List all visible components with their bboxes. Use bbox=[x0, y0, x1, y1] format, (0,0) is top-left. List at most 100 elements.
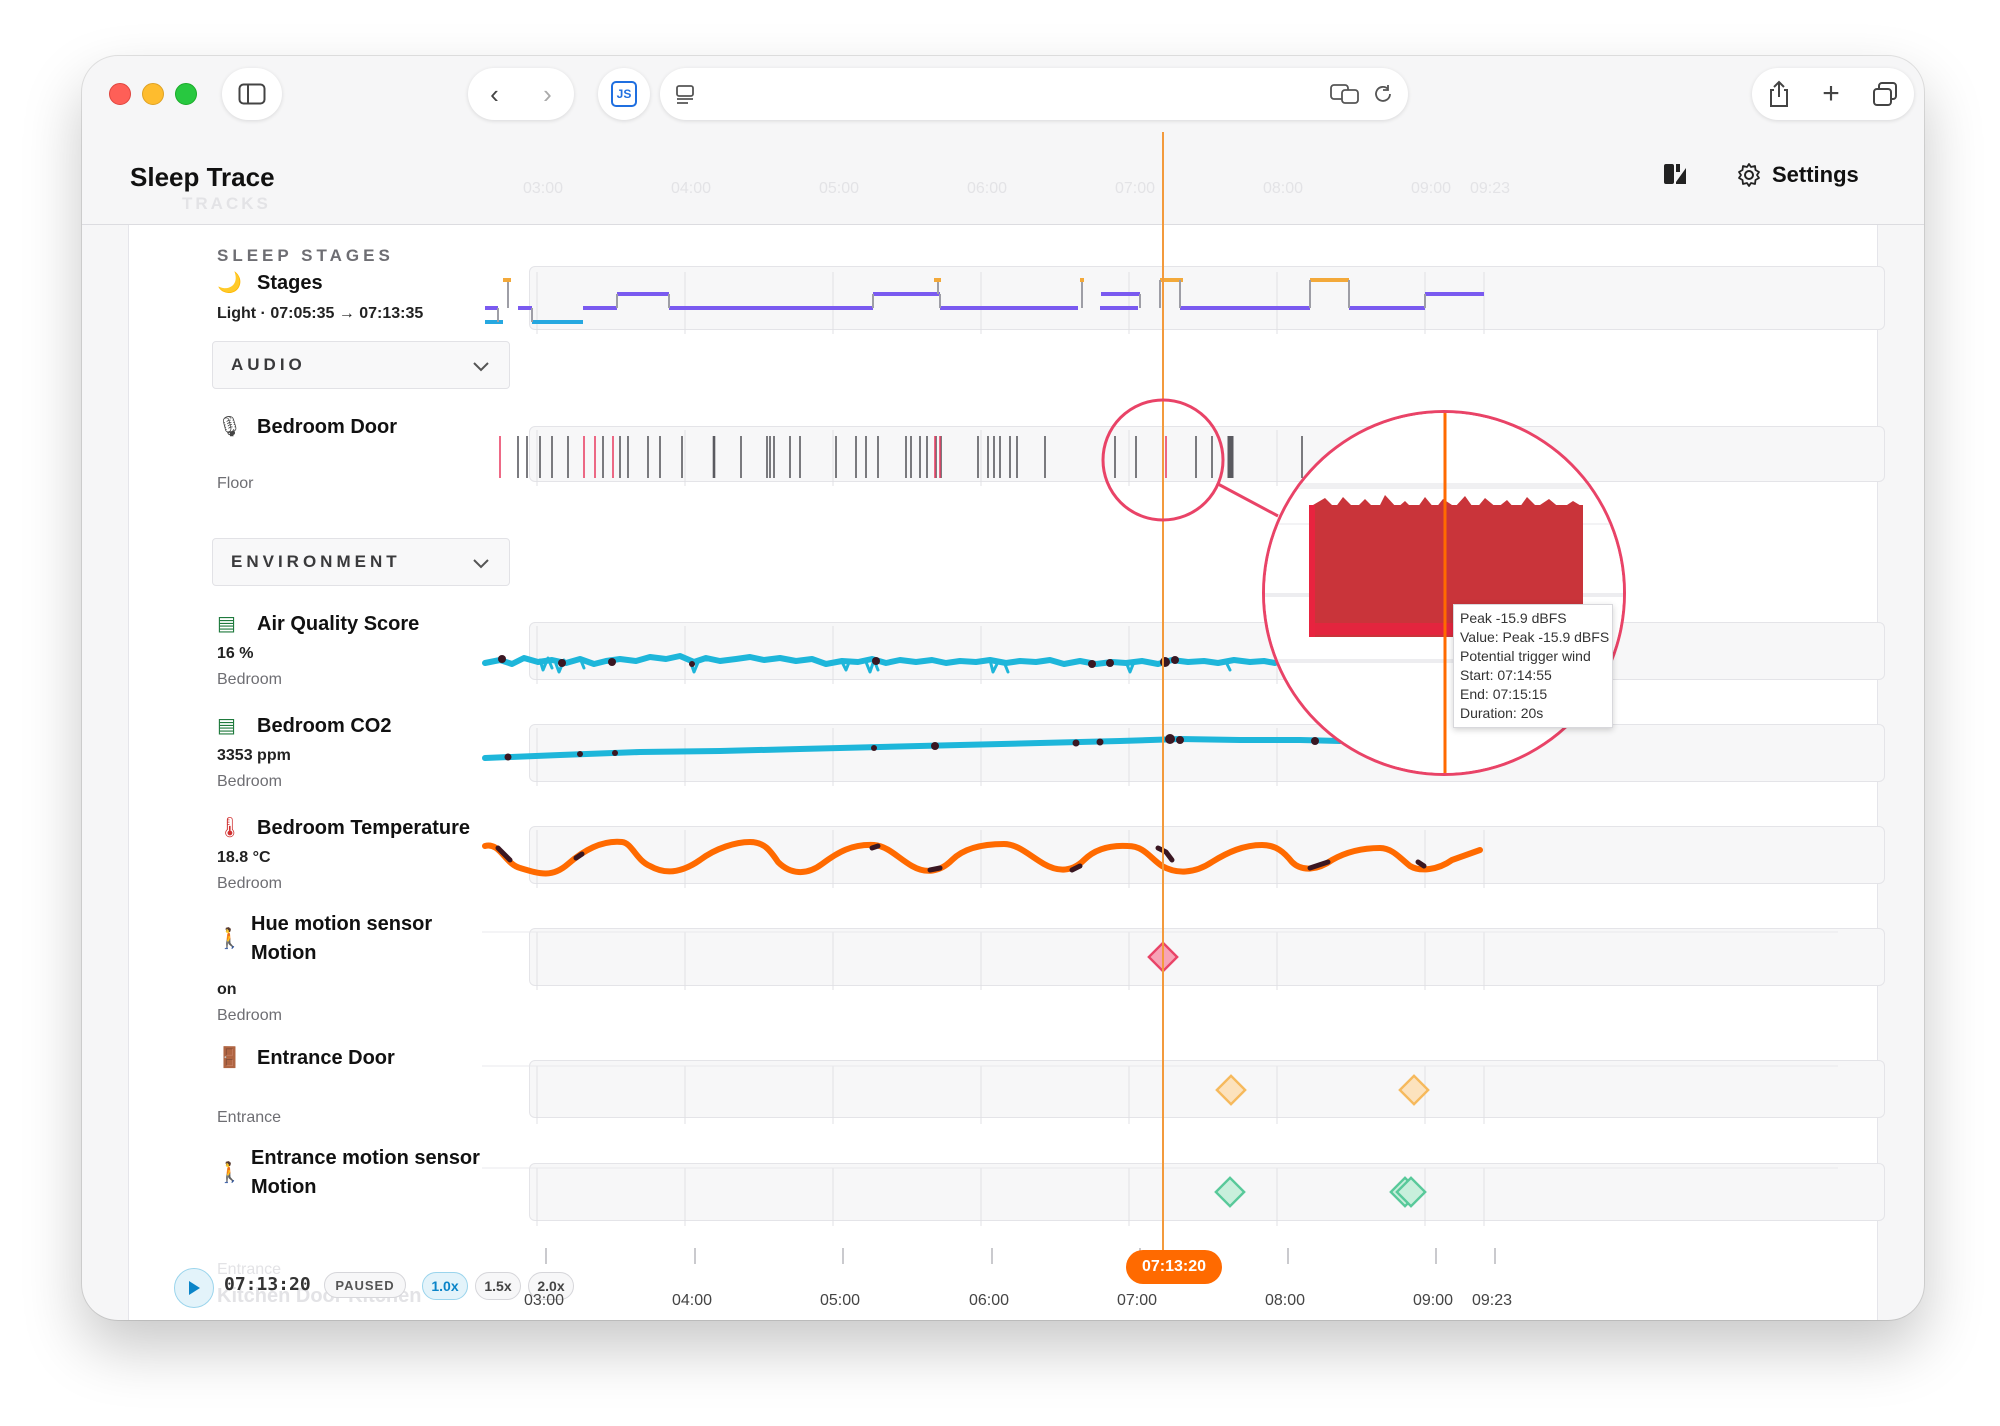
track-co2-sub: Bedroom bbox=[217, 773, 282, 790]
reader-icon[interactable] bbox=[674, 83, 696, 105]
track-bedroom-door-sub: Floor bbox=[217, 475, 254, 492]
chevron-down-icon bbox=[473, 362, 489, 372]
track-temperature-value: 18.8 °C bbox=[217, 849, 271, 866]
header-divider bbox=[82, 224, 1924, 225]
section-environment-label: ENVIRONMENT bbox=[231, 552, 401, 571]
track-air-quality-value: 16 % bbox=[217, 645, 254, 662]
lane-temperature[interactable] bbox=[529, 826, 1885, 884]
track-temperature-sub: Bedroom bbox=[217, 875, 282, 892]
settings-button[interactable]: Settings bbox=[1736, 162, 1859, 188]
playback-state-badge: PAUSED bbox=[324, 1272, 406, 1298]
track-entrance-door-name: Entrance Door bbox=[257, 1047, 395, 1069]
lane-bedroom-door[interactable] bbox=[529, 426, 1885, 482]
lane-air-quality[interactable] bbox=[529, 622, 1885, 680]
moon-icon: 🌙 bbox=[217, 272, 242, 294]
walking-person-icon: 🚶 bbox=[217, 1162, 242, 1184]
chevron-down-icon bbox=[473, 559, 489, 569]
speed-1x-button[interactable]: 1.0x bbox=[422, 1272, 468, 1300]
theme-toggle-button[interactable] bbox=[1662, 162, 1688, 186]
chevron-left-icon[interactable]: ‹ bbox=[490, 79, 499, 109]
ghost-tracks-label: TRACKS bbox=[182, 194, 271, 213]
ghost-tick: 05:00 bbox=[819, 180, 860, 197]
axis-tick-label: 03:00 bbox=[524, 1292, 565, 1309]
microphone-icon: 🎙 bbox=[217, 416, 243, 438]
app-title: Sleep Trace bbox=[130, 162, 275, 192]
axis-tick-label: 09:23 bbox=[1472, 1292, 1513, 1309]
play-icon bbox=[189, 1281, 200, 1295]
track-hue-motion-name: Hue motion sensor bbox=[251, 913, 433, 935]
track-entrance-motion-name: Entrance motion sensor bbox=[251, 1147, 480, 1169]
track-hue-motion-name-2: Motion bbox=[251, 942, 317, 964]
track-entrance-motion-name-2: Motion bbox=[251, 1176, 317, 1198]
lane-entrance-door[interactable] bbox=[529, 1060, 1885, 1118]
theme-icon bbox=[1664, 164, 1686, 184]
chevron-right-icon[interactable]: › bbox=[543, 79, 552, 109]
axis-tick-label: 08:00 bbox=[1265, 1292, 1306, 1309]
ghost-tick: 04:00 bbox=[671, 180, 712, 197]
navigation-buttons: ‹ › bbox=[468, 68, 574, 120]
browser-toolbar: ‹ › JS bbox=[82, 56, 1924, 156]
speed-1-5x-button[interactable]: 1.5x bbox=[475, 1272, 521, 1300]
track-stages-value: Light · 07:05:35 → 07:13:35 bbox=[217, 305, 424, 322]
speed-2x-button[interactable]: 2.0x bbox=[528, 1272, 574, 1300]
air-quality-icon: ▤ bbox=[217, 613, 236, 635]
cursor-time-badge[interactable]: 07:13:20 bbox=[1126, 1250, 1222, 1284]
zoomed-audio-waveform bbox=[1313, 495, 1583, 513]
ghost-tick: 07:00 bbox=[1115, 180, 1156, 197]
reload-icon[interactable] bbox=[1372, 83, 1394, 105]
tooltip-peak: Peak -15.9 dBFS bbox=[1460, 610, 1567, 626]
tooltip-start: Start: 07:14:55 bbox=[1460, 667, 1552, 683]
sidebar-toggle-button[interactable] bbox=[222, 68, 282, 120]
gear-icon bbox=[1738, 163, 1760, 187]
ghost-tick: 08:00 bbox=[1263, 180, 1304, 197]
lane-co2[interactable] bbox=[529, 724, 1885, 782]
co2-sensor-icon: ▤ bbox=[217, 715, 236, 737]
track-entrance-door-sub: Entrance bbox=[217, 1109, 282, 1126]
track-hue-motion-sub: Bedroom bbox=[217, 1007, 282, 1024]
section-environment-toggle[interactable]: ENVIRONMENT bbox=[212, 538, 510, 586]
ghost-tick: 06:00 bbox=[967, 180, 1008, 197]
axis-tick-label: 04:00 bbox=[672, 1292, 713, 1309]
audio-event-tooltip: Peak -15.9 dBFS Value: Peak -15.9 dBFS P… bbox=[1453, 604, 1613, 728]
track-air-quality-name: Air Quality Score bbox=[257, 613, 420, 635]
track-stages-name: Stages bbox=[257, 272, 323, 294]
tooltip-trigger: Potential trigger wind bbox=[1460, 648, 1591, 664]
thermometer-icon: 🌡 bbox=[217, 817, 243, 839]
walking-person-icon: 🚶 bbox=[217, 928, 242, 950]
settings-label: Settings bbox=[1772, 162, 1859, 187]
lane-entrance-motion[interactable] bbox=[529, 1163, 1885, 1221]
axis-tick-label: 07:00 bbox=[1117, 1292, 1158, 1309]
tooltip-end: End: 07:15:15 bbox=[1460, 686, 1548, 702]
ghost-tick: 03:00 bbox=[523, 180, 564, 197]
close-window-button[interactable] bbox=[109, 83, 131, 105]
track-temperature-name: Bedroom Temperature bbox=[257, 817, 471, 839]
share-icon[interactable] bbox=[1768, 80, 1790, 108]
axis-tick-label: 05:00 bbox=[820, 1292, 861, 1309]
axis-tick-label: 06:00 bbox=[969, 1292, 1010, 1309]
translate-icon[interactable] bbox=[1330, 83, 1360, 105]
section-audio-toggle[interactable]: AUDIO bbox=[212, 341, 510, 389]
address-bar[interactable] bbox=[660, 68, 1408, 120]
minimize-window-button[interactable] bbox=[142, 83, 164, 105]
zoom-window-button[interactable] bbox=[175, 83, 197, 105]
track-bedroom-door-name: Bedroom Door bbox=[257, 416, 397, 438]
ghost-tick: 09:23 bbox=[1470, 180, 1511, 197]
track-air-quality-sub: Bedroom bbox=[217, 671, 282, 688]
window-actions: + bbox=[1752, 68, 1914, 120]
ghost-bottom-label: Entrance bbox=[217, 1261, 282, 1278]
track-hue-motion-value: on bbox=[217, 981, 237, 998]
lane-stages[interactable] bbox=[529, 266, 1885, 330]
tabs-overview-icon[interactable] bbox=[1872, 81, 1898, 107]
sidebar-icon bbox=[238, 83, 266, 105]
ghost-tick: 09:00 bbox=[1411, 180, 1452, 197]
js-extension-button[interactable]: JS bbox=[598, 68, 650, 120]
plus-icon[interactable]: + bbox=[1822, 77, 1840, 110]
track-co2-value: 3353 ppm bbox=[217, 747, 291, 764]
lane-hue-motion[interactable] bbox=[529, 928, 1885, 986]
track-co2-name: Bedroom CO2 bbox=[257, 715, 392, 737]
tooltip-value: Value: Peak -15.9 dBFS bbox=[1460, 629, 1610, 645]
section-sleep-stages: SLEEP STAGES bbox=[217, 246, 394, 265]
tooltip-duration: Duration: 20s bbox=[1460, 705, 1544, 721]
play-button[interactable] bbox=[174, 1268, 214, 1308]
axis-tick-label: 09:00 bbox=[1413, 1292, 1454, 1309]
